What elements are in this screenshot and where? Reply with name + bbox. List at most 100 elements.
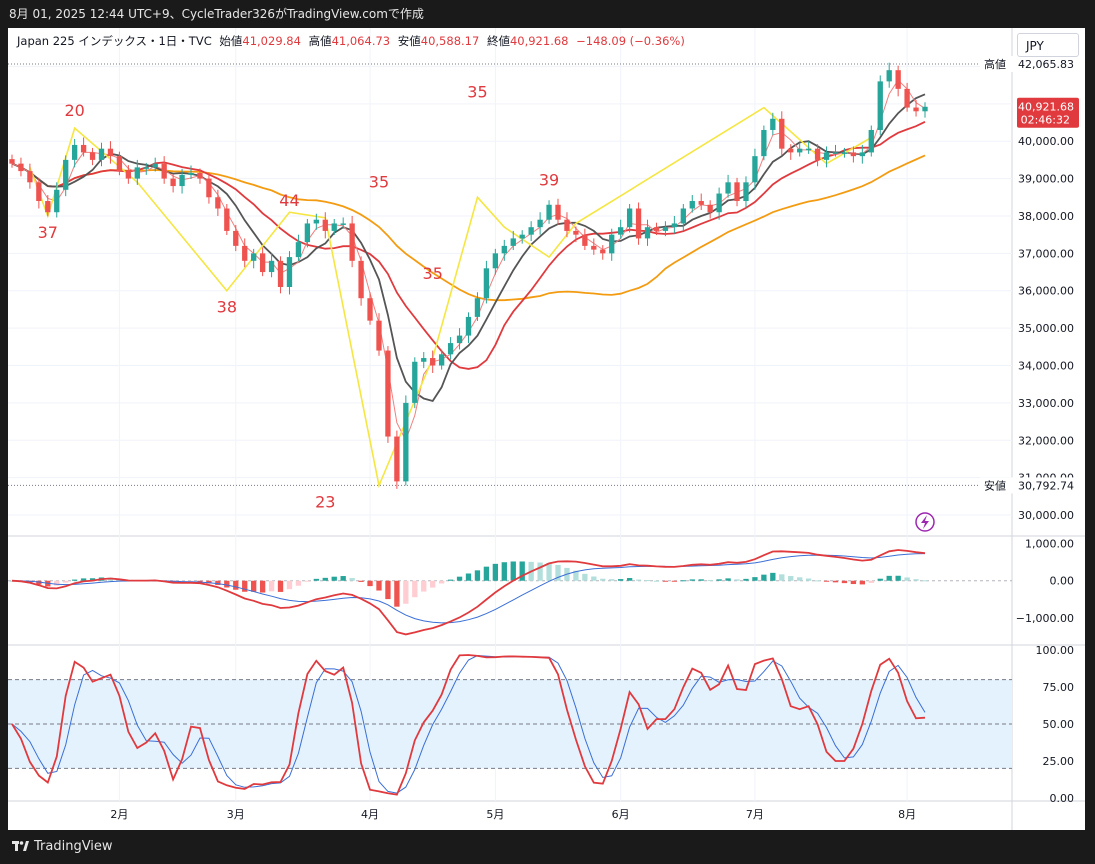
cycle-count-label: 23 bbox=[315, 493, 335, 512]
candle bbox=[653, 227, 660, 231]
macd-histogram-bar bbox=[367, 580, 373, 587]
macd-histogram-bar bbox=[501, 562, 507, 581]
candle bbox=[582, 234, 588, 246]
candle bbox=[797, 148, 803, 153]
macd-histogram-bar bbox=[385, 580, 391, 600]
candle bbox=[215, 197, 221, 209]
macd-histogram-bar bbox=[403, 580, 409, 604]
macd-histogram-bar bbox=[268, 580, 275, 592]
macd-histogram-bar bbox=[197, 580, 203, 583]
stoch-y-tick: 75.00 bbox=[1043, 681, 1075, 694]
candle bbox=[286, 257, 293, 287]
macd-histogram-bar bbox=[913, 579, 919, 581]
macd-histogram-bar bbox=[841, 580, 848, 584]
macd-histogram-bar bbox=[832, 580, 839, 583]
open-value: 41,029.84 bbox=[242, 34, 301, 48]
candle bbox=[573, 230, 579, 235]
macd-histogram-bar bbox=[850, 580, 857, 585]
candle bbox=[45, 201, 51, 213]
candle bbox=[734, 182, 740, 202]
candle bbox=[635, 208, 642, 239]
macd-y-tick: −1,000.00 bbox=[1016, 612, 1074, 625]
candle bbox=[716, 193, 722, 213]
candle bbox=[492, 253, 499, 269]
price-badge-bg bbox=[980, 55, 1080, 72]
cycle-count-label: 39 bbox=[539, 171, 559, 190]
low-label: 安値 bbox=[397, 34, 421, 48]
macd-histogram-bar bbox=[573, 570, 579, 581]
candle bbox=[322, 219, 328, 231]
x-tick-label: 8月 bbox=[898, 808, 916, 821]
candle bbox=[689, 201, 695, 209]
candle bbox=[54, 189, 60, 213]
candle bbox=[743, 182, 749, 202]
macd-histogram-bar bbox=[286, 580, 293, 590]
macd-histogram-bar bbox=[492, 563, 499, 581]
candle bbox=[680, 208, 686, 224]
candle bbox=[403, 402, 409, 482]
candle bbox=[698, 201, 704, 205]
y-tick-label: 32,000.00 bbox=[1018, 434, 1074, 447]
macd-histogram-bar bbox=[206, 580, 212, 584]
candle bbox=[591, 245, 597, 250]
candle bbox=[367, 298, 373, 321]
macd-histogram-bar bbox=[519, 561, 525, 581]
macd-histogram-bar bbox=[412, 580, 418, 598]
macd-histogram-bar bbox=[823, 580, 830, 582]
macd-histogram-bar bbox=[761, 574, 767, 581]
cycle-count-label: 20 bbox=[64, 101, 84, 120]
candle bbox=[528, 227, 534, 235]
alert-lightning-icon-bolt bbox=[921, 515, 929, 529]
bar-countdown: 02:46:32 bbox=[1021, 114, 1070, 127]
macd-histogram-bar bbox=[922, 580, 928, 582]
candle bbox=[9, 159, 15, 164]
y-tick-label: 34,000.00 bbox=[1018, 360, 1074, 373]
candle bbox=[662, 227, 669, 231]
macd-histogram-bar bbox=[770, 572, 776, 581]
candle bbox=[27, 171, 33, 183]
currency-button[interactable]: JPY bbox=[1017, 33, 1079, 57]
macd-histogram-bar bbox=[609, 579, 615, 581]
candle bbox=[170, 178, 176, 187]
candle bbox=[626, 208, 633, 228]
macd-histogram-bar bbox=[394, 580, 400, 607]
high-line-value: 42,065.83 bbox=[1018, 58, 1074, 71]
candle bbox=[438, 354, 445, 366]
candle bbox=[18, 163, 24, 172]
candle bbox=[161, 163, 167, 179]
macd-histogram-bar bbox=[680, 580, 686, 582]
change-value: −148.09 (−0.36%) bbox=[576, 34, 685, 48]
candle bbox=[36, 182, 42, 202]
candle bbox=[188, 172, 194, 175]
macd-histogram-bar bbox=[438, 580, 445, 584]
footer-brand[interactable]: TradingView bbox=[34, 839, 113, 854]
candle bbox=[707, 204, 713, 213]
candle bbox=[116, 156, 123, 172]
alert-lightning-icon[interactable] bbox=[915, 512, 935, 532]
macd-histogram-bar bbox=[304, 580, 311, 582]
candle bbox=[770, 118, 776, 130]
y-tick-label: 30,000.00 bbox=[1018, 509, 1074, 522]
stoch-y-tick: 50.00 bbox=[1043, 718, 1075, 731]
symbol-name[interactable]: Japan 225 インデックス・1日・TVC bbox=[17, 34, 212, 48]
macd-histogram-bar bbox=[734, 579, 740, 581]
candle bbox=[725, 182, 731, 194]
close-value: 40,921.68 bbox=[509, 34, 569, 48]
y-tick-label: 39,000.00 bbox=[1018, 173, 1074, 186]
macd-histogram-bar bbox=[877, 578, 883, 581]
macd-histogram-bar bbox=[805, 578, 812, 581]
macd-histogram-bar bbox=[582, 573, 588, 581]
macd-histogram-bar bbox=[555, 564, 561, 581]
stoch-d-line bbox=[11, 654, 926, 794]
macd-histogram-bar bbox=[779, 574, 785, 581]
macd-histogram-bar bbox=[421, 580, 427, 592]
macd-histogram-bar bbox=[797, 577, 803, 581]
x-tick-label: 5月 bbox=[486, 808, 504, 821]
macd-histogram-bar bbox=[895, 575, 901, 581]
macd-histogram-bar bbox=[80, 578, 87, 581]
macd-histogram-bar bbox=[868, 580, 874, 583]
candle bbox=[412, 361, 418, 403]
candle bbox=[349, 223, 355, 261]
macd-histogram-bar bbox=[752, 577, 758, 581]
